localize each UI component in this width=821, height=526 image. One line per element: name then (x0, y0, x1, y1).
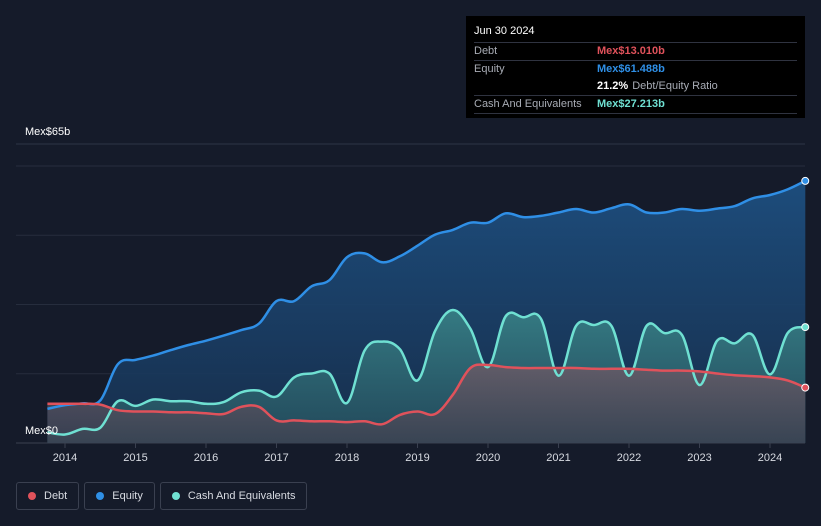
series-endpoints (801, 176, 810, 392)
legend-equity-toggle[interactable]: Equity (84, 482, 155, 510)
y-axis-bottom-label: Mex$0 (25, 425, 59, 437)
debt-dot-icon (28, 492, 36, 500)
tooltip-equity-label: Equity (474, 63, 505, 75)
legend-cash-toggle[interactable]: Cash And Equivalents (159, 482, 308, 510)
series-areas (47, 180, 806, 443)
legend-debt-toggle[interactable]: Debt (16, 482, 80, 510)
tooltip-date: Jun 30 2024 (474, 24, 797, 43)
x-tick-label-2022: 2022 (617, 452, 641, 464)
tooltip-ratio-label: Debt/Equity Ratio (632, 80, 718, 92)
chart-legend: Debt Equity Cash And Equivalents (16, 482, 308, 510)
x-axis-ticks: 2014 2015 2016 2017 2018 2019 2020 2021 2022 2023… (53, 443, 782, 464)
legend-debt-label: Debt (44, 490, 68, 502)
tooltip-debt-row: Debt Mex$13.010b (474, 43, 797, 61)
x-tick-label-2016: 2016 (194, 452, 218, 464)
tooltip-panel: Jun 30 2024 Debt Mex$13.010b Equity Mex$… (466, 16, 805, 118)
cash-dot-icon (171, 492, 180, 500)
x-tick-label-2019: 2019 (405, 452, 429, 464)
tooltip-ratio-row: 21.2% Debt/Equity Ratio (474, 78, 797, 96)
tooltip-cash-label: Cash And Equivalents (474, 98, 582, 110)
legend-equity-label: Equity (112, 490, 143, 502)
tooltip-debt-value: Mex$13.010b (597, 45, 665, 57)
tooltip-equity-row: Equity Mex$61.488b (474, 61, 797, 78)
y-axis-top-label: Mex$65b (25, 126, 71, 138)
debt-area (47, 364, 806, 443)
tooltip-equity-value: Mex$61.488b (597, 63, 665, 75)
debt-line (47, 363, 806, 426)
x-tick-label-2015: 2015 (123, 452, 147, 464)
x-tick-label-2018: 2018 (335, 452, 359, 464)
tooltip-debt-label: Debt (474, 45, 498, 57)
cash-endpoint (801, 323, 810, 332)
legend-cash-label: Cash And Equivalents (187, 490, 296, 502)
x-tick-label-2024: 2024 (758, 452, 782, 464)
x-tick-label-2020: 2020 (476, 452, 500, 464)
equity-endpoint (801, 176, 810, 185)
cash-line (47, 308, 806, 436)
x-tick-label-2014: 2014 (53, 452, 77, 464)
debt-endpoint (801, 383, 810, 392)
tooltip-cash-row: Cash And Equivalents Mex$27.213b (474, 96, 797, 114)
equity-line (47, 179, 806, 411)
tooltip-ratio-value: 21.2% (597, 80, 629, 92)
tooltip-cash-value: Mex$27.213b (597, 98, 665, 110)
x-tick-label-2023: 2023 (687, 452, 711, 464)
x-tick-label-2021: 2021 (546, 452, 570, 464)
series-lines (47, 179, 806, 436)
x-tick-label-2017: 2017 (264, 452, 288, 464)
equity-dot-icon (96, 492, 105, 500)
